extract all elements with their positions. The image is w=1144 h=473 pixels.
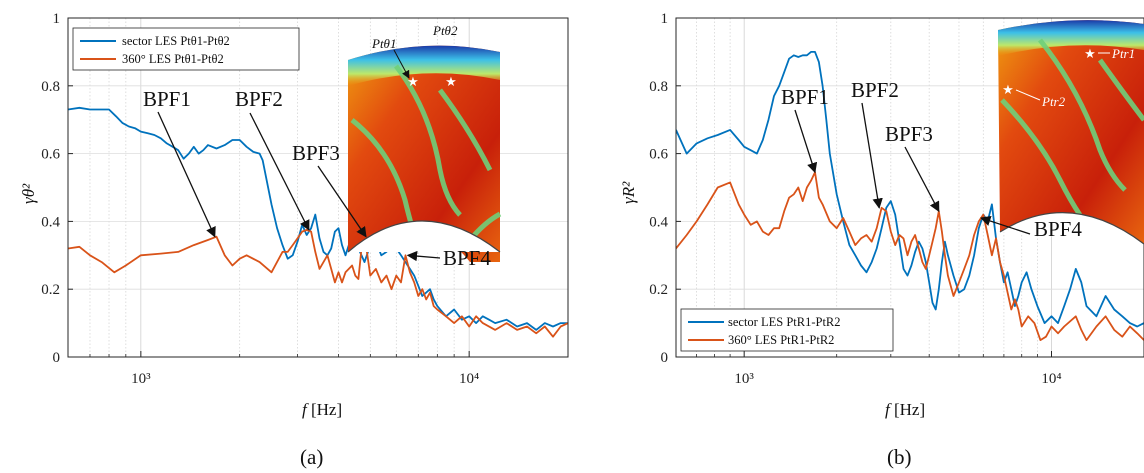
panel-b-arrows bbox=[794, 102, 1031, 235]
panel-b-caption: (b) bbox=[887, 445, 912, 469]
annotation-arrow-3 bbox=[904, 146, 940, 213]
annotation-b-bpf2: BPF2 bbox=[851, 78, 899, 102]
panel-a-ylabel: γθ² bbox=[19, 183, 38, 204]
annotation-arrow-4 bbox=[406, 250, 441, 262]
inset-label-3: Ptr1 bbox=[1111, 46, 1135, 61]
inset-star-2-icon: ★ bbox=[445, 74, 457, 89]
inset-star-1-icon: ★ bbox=[407, 74, 419, 89]
panel-a-legend: sector LES Ptθ1-Ptθ2 360° LES Ptθ1-Ptθ2 bbox=[72, 27, 300, 71]
panel-a-inset-image: ★ ★ Ptθ1 Ptθ2 bbox=[347, 23, 502, 262]
series-line-2 bbox=[676, 171, 1144, 341]
x-tick-label: 10⁴ bbox=[459, 371, 479, 387]
annotation-a-bpf3: BPF3 bbox=[292, 141, 340, 165]
y-tick-label: 0.6 bbox=[41, 147, 60, 163]
panel-a-arrows bbox=[157, 111, 441, 262]
annotation-b-bpf1: BPF1 bbox=[781, 85, 829, 109]
y-tick-label: 0.4 bbox=[649, 214, 668, 230]
panel-a-xlabel: f [Hz] bbox=[302, 400, 342, 419]
y-tick-label: 0.8 bbox=[649, 79, 668, 95]
y-tick-label: 0.2 bbox=[41, 282, 60, 298]
annotation-b-bpf4: BPF4 bbox=[1034, 217, 1082, 241]
panel-b: 0 0.2 0.4 0.6 0.8 1 10³ 10⁴ ★ ★ Ptr1 Ptr2 secto… bbox=[619, 11, 1144, 469]
panel-a-ticks: 0 0.2 0.4 0.6 0.8 1 10³ 10⁴ bbox=[41, 11, 479, 387]
panel-a-axes-frame bbox=[67, 17, 569, 358]
panel-b-ticks: 0 0.2 0.4 0.6 0.8 1 10³ 10⁴ bbox=[649, 11, 1061, 387]
y-tick-label: 1 bbox=[661, 11, 669, 27]
annotation-arrow-4 bbox=[980, 215, 1031, 235]
annotation-b-bpf3: BPF3 bbox=[885, 122, 933, 146]
inset-label-1: Ptθ1 bbox=[371, 36, 396, 51]
panel-b-axes-frame bbox=[675, 17, 1144, 358]
panel-b-legend: sector LES PtR1-PtR2 360° LES PtR1-PtR2 bbox=[680, 308, 894, 352]
panel-b-ylabel: γR² bbox=[619, 181, 638, 204]
panel-a-annotations: BPF1 BPF2 BPF3 BPF4 bbox=[143, 87, 491, 270]
x-tick-label: 10³ bbox=[131, 371, 151, 387]
panel-a: 0 0.2 0.4 0.6 0.8 1 10³ 10⁴ ★ ★ Ptθ1 Ptθ2 secto… bbox=[19, 11, 569, 469]
y-tick-label: 0 bbox=[53, 350, 61, 366]
inset-star-4-icon: ★ bbox=[1002, 82, 1014, 97]
y-tick-label: 0 bbox=[661, 350, 669, 366]
legend-a-entry-2: 360° LES Ptθ1-Ptθ2 bbox=[122, 52, 224, 66]
y-tick-label: 0.6 bbox=[649, 147, 668, 163]
panel-b-series bbox=[676, 51, 1144, 341]
y-tick-label: 0.8 bbox=[41, 79, 60, 95]
annotation-arrow-2 bbox=[861, 102, 883, 209]
legend-b-entry-1: sector LES PtR1-PtR2 bbox=[728, 315, 841, 329]
panel-b-annotations: BPF1 BPF2 BPF3 BPF4 bbox=[781, 78, 1082, 241]
y-tick-label: 0.4 bbox=[41, 214, 60, 230]
annotation-a-bpf2: BPF2 bbox=[235, 87, 283, 111]
series-line-2 bbox=[68, 229, 568, 338]
annotation-arrow-3 bbox=[317, 165, 367, 238]
inset-star-3-icon: ★ bbox=[1084, 46, 1096, 61]
legend-a-entry-1: sector LES Ptθ1-Ptθ2 bbox=[122, 34, 230, 48]
y-tick-label: 0.2 bbox=[649, 282, 668, 298]
annotation-a-bpf1: BPF1 bbox=[143, 87, 191, 111]
annotation-arrow-1 bbox=[794, 109, 818, 174]
inset-label-2: Ptθ2 bbox=[432, 23, 458, 38]
legend-b-entry-2: 360° LES PtR1-PtR2 bbox=[728, 333, 834, 347]
annotation-arrow-2 bbox=[249, 112, 310, 231]
inset-label-4: Ptr2 bbox=[1041, 94, 1066, 109]
x-tick-label: 10³ bbox=[734, 371, 754, 387]
panel-b-xlabel: f [Hz] bbox=[885, 400, 925, 419]
panel-a-caption: (a) bbox=[300, 445, 323, 469]
x-tick-label: 10⁴ bbox=[1041, 371, 1061, 387]
annotation-a-bpf4: BPF4 bbox=[443, 246, 491, 270]
y-tick-label: 1 bbox=[53, 11, 61, 27]
annotation-arrow-1 bbox=[157, 111, 216, 238]
panel-b-inset-image: ★ ★ Ptr1 Ptr2 bbox=[998, 20, 1144, 245]
series-line-1 bbox=[676, 51, 1144, 328]
